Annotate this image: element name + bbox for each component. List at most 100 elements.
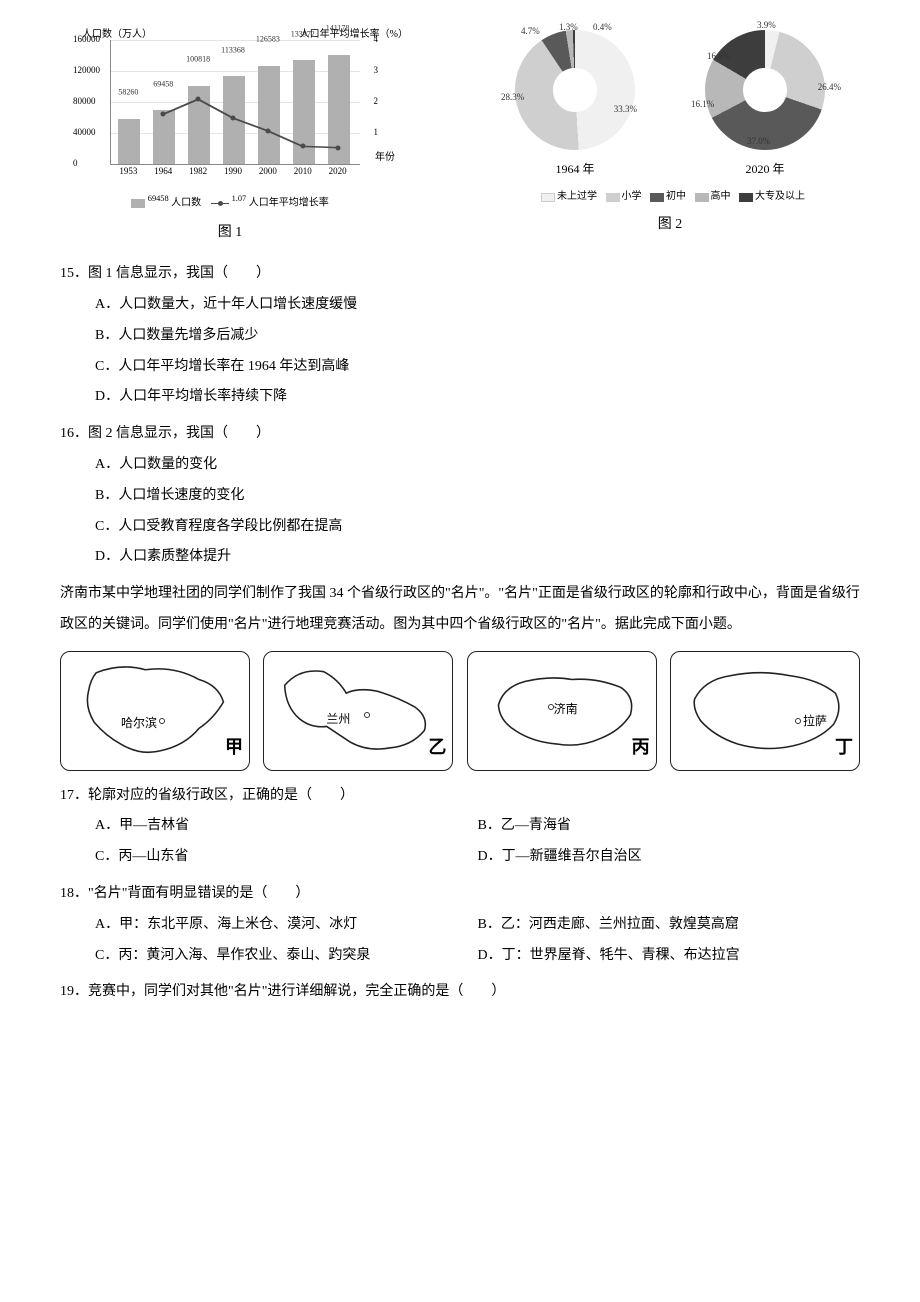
donut-pct: 3.9% <box>757 16 776 36</box>
fig1-ytick-l: 80000 <box>73 92 96 112</box>
legend-swatch <box>739 193 753 202</box>
q16-opt-a: A．人口数量的变化 <box>60 450 860 481</box>
donut-pct: 28.3% <box>501 88 524 108</box>
fig1-legend-bar-label: 人口数 <box>171 197 201 208</box>
q18-opt-b: B．乙：河西走廊、兰州拉面、敦煌莫高窟 <box>478 910 861 941</box>
q17-opt-a: A．甲—吉林省 <box>95 811 478 842</box>
q18-opt-d: D．丁：世界屋脊、牦牛、青稞、布达拉宫 <box>478 941 861 972</box>
passage-provinces: 济南市某中学地理社团的同学们制作了我国 34 个省级行政区的"名片"。"名片"正… <box>60 579 860 641</box>
legend-swatch <box>695 193 709 202</box>
fig1-xlabel: 2020 <box>323 162 353 182</box>
fig1-point <box>161 112 166 117</box>
legend-swatch <box>541 193 555 202</box>
donut-pct: 37.0% <box>747 132 770 152</box>
fig1-plot: 0 40000 80000 120000 160000 1 2 3 4 <box>110 40 360 165</box>
q15-opt-a: A．人口数量大，近十年人口增长速度缓慢 <box>60 290 860 321</box>
fig1-point <box>231 116 236 121</box>
q18-stem: 18．"名片"背面有明显错误的是（ ） <box>60 879 860 910</box>
q19-stem: 19．竞赛中，同学们对其他"名片"进行详细解说，完全正确的是（ ） <box>60 977 860 1008</box>
q15-opt-d: D．人口年平均增长率持续下降 <box>60 382 860 413</box>
fig2-donut-1964-wrap: 33.3% 28.3% 4.7% 1.3% 0.4% 1964 年 <box>515 30 635 182</box>
fig1-caption: 图 1 <box>60 218 400 249</box>
donut-pct: 33.3% <box>614 100 637 120</box>
legend-label: 小学 <box>622 191 642 202</box>
question-17: 17．轮廓对应的省级行政区，正确的是（ ） A．甲—吉林省 B．乙—青海省 C．… <box>60 781 860 873</box>
fig1-ytick-r: 2 <box>374 92 379 112</box>
legend-swatch <box>606 193 620 202</box>
fig1-xlabel: 2010 <box>288 162 318 182</box>
fig1-xlabel: 1982 <box>183 162 213 182</box>
question-19: 19．竞赛中，同学们对其他"名片"进行详细解说，完全正确的是（ ） <box>60 977 860 1008</box>
fig1-canvas: 人口数（万人） 人口年平均增长率（%） 0 40000 80000 120000… <box>60 30 400 190</box>
donut-pct: 16.1% <box>691 95 714 115</box>
capital-dot-icon <box>795 718 801 724</box>
fig2-donut-2020-wrap: 3.9% 26.4% 37.0% 16.1% 16.6% 2020 年 <box>705 30 825 182</box>
legend-label: 高中 <box>711 191 731 202</box>
legend-label: 初中 <box>666 191 686 202</box>
legend-label: 未上过学 <box>557 191 597 202</box>
fig1-legend-line-mark: 1.07 <box>232 194 247 203</box>
figure-2: 33.3% 28.3% 4.7% 1.3% 0.4% 1964 年 3.9% 2… <box>480 30 860 249</box>
fig2-donut-2020: 3.9% 26.4% 37.0% 16.1% 16.6% <box>705 30 825 150</box>
card-bing: 济南 丙 <box>467 651 657 771</box>
capital-dot-icon <box>159 718 165 724</box>
fig1-legend-bar-mark: 69458 <box>148 194 169 203</box>
fig1-point <box>196 97 201 102</box>
fig1-xlabel: 1953 <box>113 162 143 182</box>
question-15: 15．图 1 信息显示，我国（ ） A．人口数量大，近十年人口增长速度缓慢 B．… <box>60 259 860 413</box>
legend-swatch-bar <box>131 199 145 208</box>
q17-opt-d: D．丁—新疆维吾尔自治区 <box>478 842 861 873</box>
fig1-barval: 141178 <box>326 19 350 37</box>
donut-pct: 0.4% <box>593 18 612 38</box>
fig1-line-svg <box>111 40 360 164</box>
q18-opt-a: A．甲：东北平原、海上米仓、漠河、冰灯 <box>95 910 478 941</box>
donut-pct: 4.7% <box>521 22 540 42</box>
q16-opt-b: B．人口增长速度的变化 <box>60 481 860 512</box>
card-capital: 兰州 <box>326 706 350 732</box>
fig1-legend-line-label: 人口年平均增长率 <box>249 197 329 208</box>
donut-pct: 26.4% <box>818 78 841 98</box>
fig1-ytick-l: 0 <box>73 154 78 174</box>
legend-label: 大专及以上 <box>755 191 805 202</box>
fig2-donut-1964: 33.3% 28.3% 4.7% 1.3% 0.4% <box>515 30 635 150</box>
card-jia: 哈尔滨 甲 <box>60 651 250 771</box>
fig1-xaxis-title: 年份 <box>375 147 395 169</box>
question-16: 16．图 2 信息显示，我国（ ） A．人口数量的变化 B．人口增长速度的变化 … <box>60 419 860 573</box>
q15-stem: 15．图 1 信息显示，我国（ ） <box>60 259 860 290</box>
card-tag: 丙 <box>632 728 650 768</box>
q18-opt-c: C．丙：黄河入海、旱作农业、泰山、趵突泉 <box>95 941 478 972</box>
card-tag: 丁 <box>835 728 853 768</box>
fig1-xlabel: 2000 <box>253 162 283 182</box>
q17-opt-c: C．丙—山东省 <box>95 842 478 873</box>
q15-opt-b: B．人口数量先增多后减少 <box>60 321 860 352</box>
fig1-ytick-l: 160000 <box>73 30 100 50</box>
fig1-xlabel: 1964 <box>148 162 178 182</box>
card-ding: 拉萨 丁 <box>670 651 860 771</box>
card-capital: 哈尔滨 <box>121 710 157 736</box>
q16-stem: 16．图 2 信息显示，我国（ ） <box>60 419 860 450</box>
fig1-legend: 69458 人口数 1.07 人口年平均增长率 <box>60 190 400 214</box>
fig2-year-2020: 2020 年 <box>705 156 825 182</box>
donut-pct: 16.6% <box>707 47 730 67</box>
card-tag: 乙 <box>428 728 446 768</box>
fig1-ytick-l: 40000 <box>73 123 96 143</box>
card-tag: 甲 <box>225 728 243 768</box>
legend-swatch <box>650 193 664 202</box>
fig2-legend: 未上过学 小学 初中 高中 大专及以上 <box>480 186 860 208</box>
card-capital: 济南 <box>554 696 578 722</box>
fig1-point <box>300 144 305 149</box>
fig1-ytick-r: 3 <box>374 61 379 81</box>
fig2-donuts: 33.3% 28.3% 4.7% 1.3% 0.4% 1964 年 3.9% 2… <box>480 30 860 182</box>
q17-stem: 17．轮廓对应的省级行政区，正确的是（ ） <box>60 781 860 812</box>
card-outline-svg <box>270 658 446 766</box>
q16-opt-d: D．人口素质整体提升 <box>60 542 860 573</box>
fig1-point <box>265 128 270 133</box>
card-capital: 拉萨 <box>803 708 827 734</box>
fig1-point <box>335 145 340 150</box>
legend-line-icon <box>211 203 229 204</box>
figure-1: 人口数（万人） 人口年平均增长率（%） 0 40000 80000 120000… <box>60 30 400 249</box>
q16-opt-c: C．人口受教育程度各学段比例都在提高 <box>60 512 860 543</box>
fig1-xlabel: 1990 <box>218 162 248 182</box>
figures-row: 人口数（万人） 人口年平均增长率（%） 0 40000 80000 120000… <box>60 30 860 249</box>
fig2-caption: 图 2 <box>480 210 860 241</box>
